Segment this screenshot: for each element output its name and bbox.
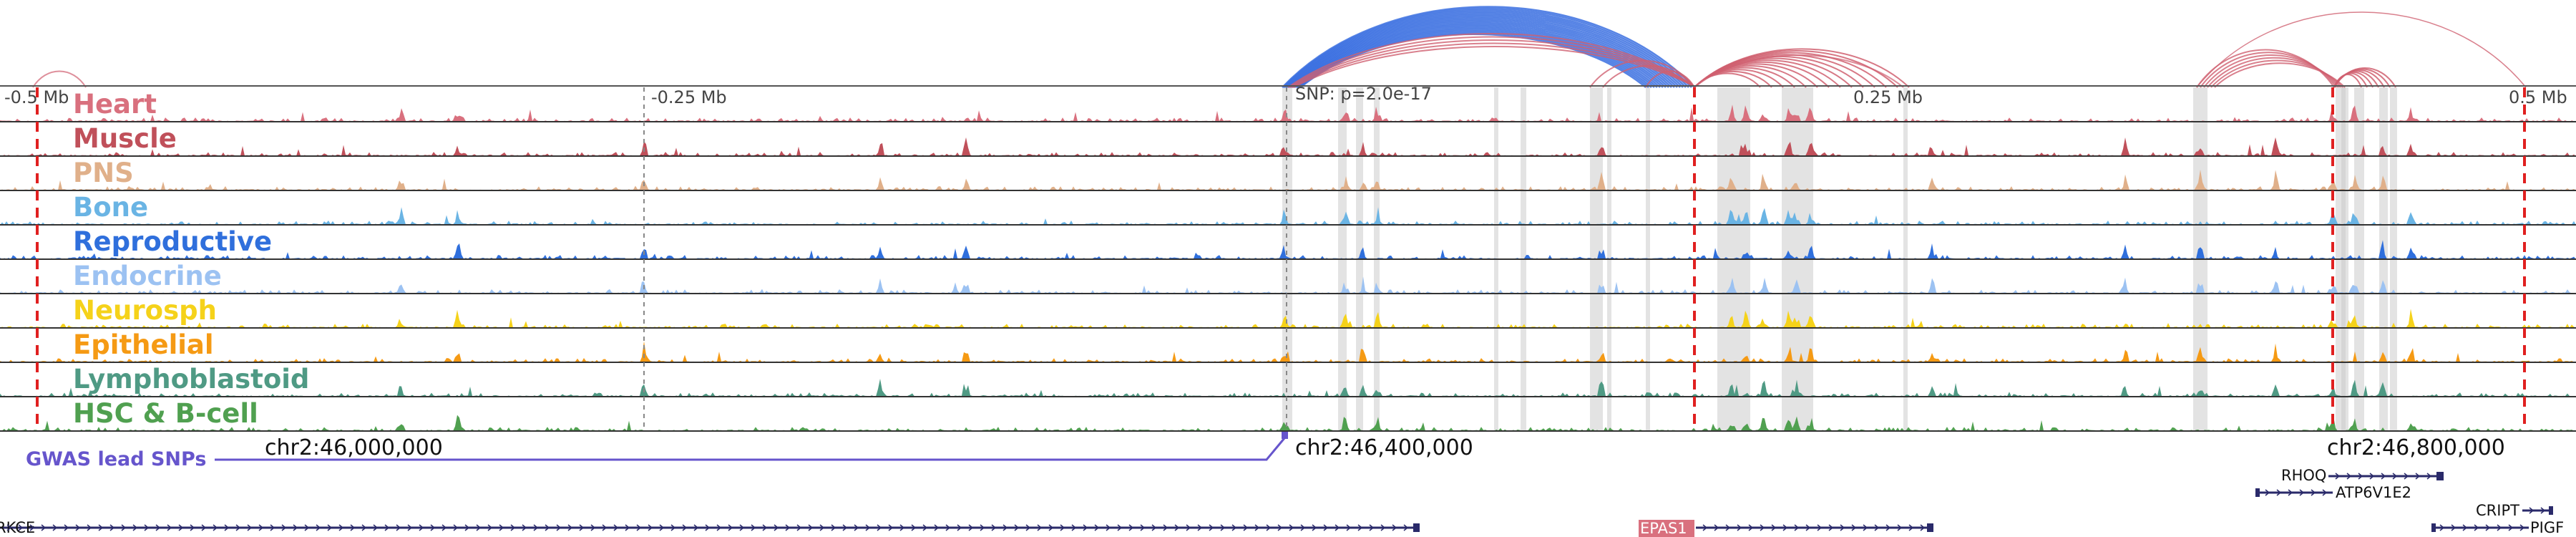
gene-label-cript: CRIPT bbox=[2476, 502, 2519, 519]
gwas-snp-marker bbox=[1282, 432, 1288, 439]
ruler-label-plus-0.5: 0.5 Mb bbox=[2509, 87, 2567, 107]
gene-label-pigf: PIGF bbox=[2530, 519, 2564, 536]
gene-atp6v1e2: ATP6V1E2 bbox=[2255, 484, 2411, 501]
track-label: Endocrine bbox=[73, 261, 222, 291]
gene-epas1: EPAS1 bbox=[1639, 520, 1933, 537]
gene-label-rhoq: RHOQ bbox=[2281, 467, 2326, 484]
gene-rhoq: RHOQ bbox=[2281, 467, 2444, 484]
snp-label: SNP: p=2.0e-17 bbox=[1295, 84, 1432, 104]
track-label: PNS bbox=[73, 158, 134, 188]
track-label: Muscle bbox=[73, 123, 177, 154]
track-signal bbox=[0, 415, 2576, 431]
gene-rkce: RKCE bbox=[0, 519, 1420, 536]
bottom-ruler: chr2:46,000,000 chr2:46,400,000 chr2:46,… bbox=[265, 435, 2505, 460]
gene-label-epas1: EPAS1 bbox=[1640, 520, 1687, 537]
ruler-label-plus-0.25: 0.25 Mb bbox=[1853, 87, 1923, 107]
top-ruler: -0.5 Mb -0.25 Mb SNP: p=2.0e-17 0.25 Mb … bbox=[0, 84, 2576, 107]
gene-track: RKCE EPAS1 RHOQ ATP6V1E2 CRIPT PIGF bbox=[0, 467, 2564, 537]
gwas-connector bbox=[215, 437, 1286, 461]
red-markers bbox=[36, 87, 2526, 431]
gwas-label: GWAS lead SNPs bbox=[26, 448, 206, 470]
gene-pigf: PIGF bbox=[2431, 519, 2564, 536]
track-label: HSC & B-cell bbox=[73, 398, 258, 429]
coord-right: chr2:46,800,000 bbox=[2327, 435, 2505, 460]
track-label: Bone bbox=[73, 192, 148, 223]
track-label: Epithelial bbox=[73, 329, 214, 360]
gene-cript: CRIPT bbox=[2476, 502, 2553, 519]
epas1-highlight bbox=[1639, 520, 1694, 537]
track-label: Heart bbox=[73, 89, 157, 120]
track-signal bbox=[0, 276, 2576, 294]
ruler-label-minus-0.25: -0.25 Mb bbox=[651, 87, 727, 107]
track-label: Lymphoblastoid bbox=[73, 364, 309, 395]
ruler-label-minus-0.5: -0.5 Mb bbox=[4, 87, 69, 107]
chromatin-loops bbox=[32, 6, 2527, 88]
track-label: Neurosph bbox=[73, 295, 217, 326]
coord-left: chr2:46,000,000 bbox=[265, 435, 443, 460]
gwas-track: GWAS lead SNPs bbox=[26, 432, 1288, 470]
track-label: Reproductive bbox=[73, 226, 272, 257]
coord-center: chr2:46,400,000 bbox=[1295, 435, 1473, 460]
gene-label-rkce: RKCE bbox=[0, 519, 35, 536]
gene-label-atp6v1e2: ATP6V1E2 bbox=[2336, 484, 2411, 501]
